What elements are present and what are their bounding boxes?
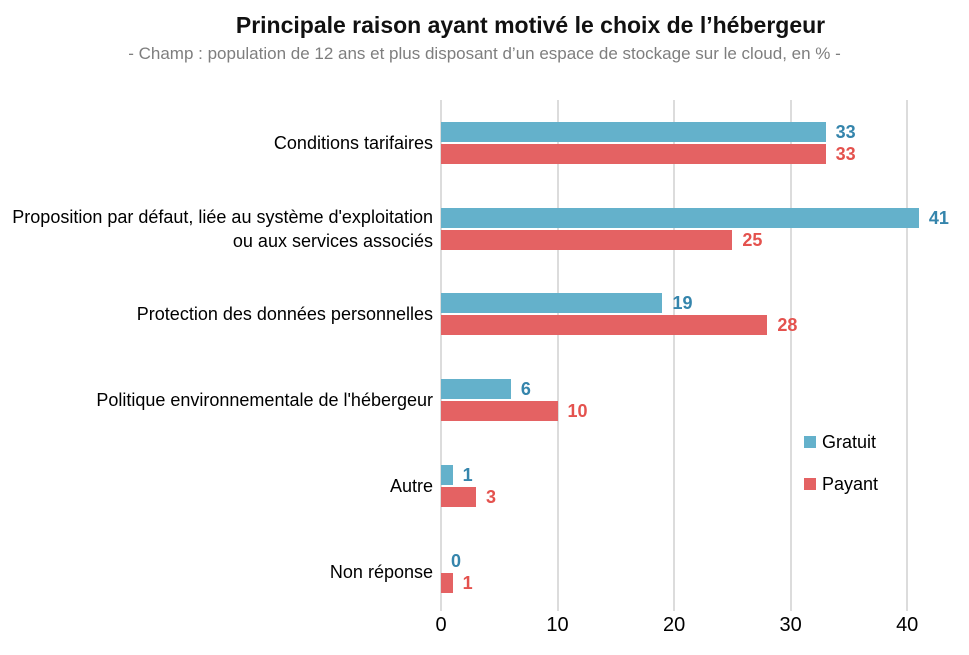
bar-payant	[441, 229, 733, 250]
legend-swatch-icon	[804, 478, 816, 490]
bar-payant	[441, 486, 476, 507]
value-label-payant: 10	[567, 401, 588, 422]
value-label-payant: 1	[462, 572, 473, 593]
x-tick-label: 30	[779, 614, 802, 636]
value-label-payant: 28	[777, 315, 798, 336]
category-label: Conditions tarifaires	[273, 132, 433, 153]
chart-subtitle: - Champ : population de 12 ans et plus d…	[128, 44, 841, 63]
bar-gratuit	[441, 464, 453, 485]
bar-payant	[441, 572, 453, 593]
bar-gratuit	[441, 379, 511, 400]
gridline	[673, 100, 676, 611]
value-label-gratuit: 41	[928, 207, 949, 228]
value-label-payant: 3	[485, 486, 496, 507]
bar-gratuit	[441, 293, 663, 314]
value-label-payant: 25	[742, 229, 763, 250]
x-tick-label: 0	[435, 614, 447, 636]
bar-payant	[441, 401, 558, 422]
legend-label: Gratuit	[822, 432, 877, 452]
category-label: Politique environnementale de l'hébergeu…	[96, 390, 433, 411]
legend-item-gratuit: Gratuit	[804, 433, 878, 451]
category-label: Autre	[389, 475, 433, 496]
gridline	[556, 100, 559, 611]
gridline	[906, 100, 909, 611]
category-label: Proposition par défaut, liée au système …	[12, 206, 433, 251]
value-label-gratuit: 19	[672, 293, 693, 314]
x-tick-label: 10	[546, 614, 569, 636]
bar-gratuit	[441, 207, 919, 228]
bar-gratuit	[441, 121, 826, 142]
chart-title: Principale raison ayant motivé le choix …	[235, 12, 826, 38]
value-label-payant: 33	[835, 143, 856, 164]
category-label: Protection des données personnelles	[136, 304, 433, 325]
gridline	[440, 100, 442, 611]
bar-payant	[441, 315, 768, 336]
legend: Gratuit Payant	[804, 433, 878, 493]
legend-swatch-icon	[804, 436, 816, 448]
value-label-gratuit: 1	[462, 464, 473, 485]
bar-chart-area: 0 10 20 30 40 Conditions tarifaires 33 33 Propos…	[0, 100, 969, 655]
legend-item-payant: Payant	[804, 475, 878, 493]
x-tick-label: 20	[662, 614, 686, 636]
gridline	[789, 100, 792, 611]
bar-payant	[441, 143, 826, 164]
legend-label: Payant	[822, 474, 879, 494]
category-label: Non réponse	[329, 561, 433, 582]
value-label-gratuit: 33	[835, 121, 856, 142]
value-label-gratuit: 6	[520, 379, 531, 400]
value-label-gratuit: 0	[451, 550, 462, 571]
x-tick-label: 40	[896, 614, 919, 636]
